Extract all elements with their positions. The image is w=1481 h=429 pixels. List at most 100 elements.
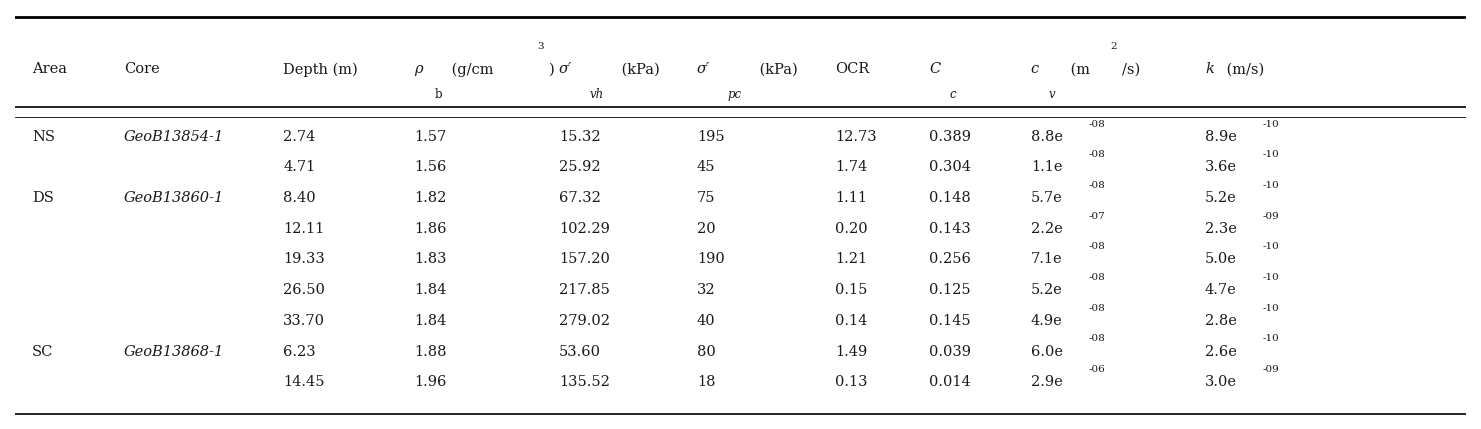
Text: -07: -07 (1089, 211, 1106, 221)
Text: 5.2e: 5.2e (1206, 191, 1237, 205)
Text: 1.82: 1.82 (415, 191, 446, 205)
Text: 18: 18 (698, 375, 715, 389)
Text: 1.74: 1.74 (835, 160, 866, 175)
Text: 0.145: 0.145 (929, 314, 972, 328)
Text: 3: 3 (538, 42, 544, 51)
Text: 8.8e: 8.8e (1031, 130, 1063, 144)
Text: 12.73: 12.73 (835, 130, 877, 144)
Text: -10: -10 (1263, 150, 1280, 159)
Text: 4.9e: 4.9e (1031, 314, 1062, 328)
Text: 1.84: 1.84 (415, 314, 446, 328)
Text: 1.11: 1.11 (835, 191, 866, 205)
Text: -10: -10 (1263, 335, 1280, 344)
Text: (g/cm: (g/cm (447, 62, 493, 77)
Text: NS: NS (33, 130, 55, 144)
Text: -10: -10 (1263, 304, 1280, 313)
Text: 80: 80 (698, 344, 715, 359)
Text: 3.0e: 3.0e (1206, 375, 1237, 389)
Text: Depth (m): Depth (m) (283, 62, 358, 77)
Text: 1.57: 1.57 (415, 130, 446, 144)
Text: 0.143: 0.143 (929, 222, 972, 236)
Text: -09: -09 (1263, 365, 1280, 374)
Text: (kPa): (kPa) (755, 63, 798, 76)
Text: GeoB13854-1: GeoB13854-1 (124, 130, 224, 144)
Text: 12.11: 12.11 (283, 222, 324, 236)
Text: 1.83: 1.83 (415, 253, 446, 266)
Text: 14.45: 14.45 (283, 375, 324, 389)
Text: 157.20: 157.20 (560, 253, 610, 266)
Text: -08: -08 (1089, 304, 1106, 313)
Text: 0.148: 0.148 (929, 191, 972, 205)
Text: 0.14: 0.14 (835, 314, 868, 328)
Text: DS: DS (33, 191, 55, 205)
Text: 67.32: 67.32 (560, 191, 601, 205)
Text: 75: 75 (698, 191, 715, 205)
Text: (kPa): (kPa) (618, 63, 661, 76)
Text: ρ: ρ (415, 63, 422, 76)
Text: 190: 190 (698, 253, 724, 266)
Text: 0.389: 0.389 (929, 130, 972, 144)
Text: 8.9e: 8.9e (1206, 130, 1237, 144)
Text: 19.33: 19.33 (283, 253, 324, 266)
Text: 5.7e: 5.7e (1031, 191, 1062, 205)
Text: v: v (1049, 88, 1054, 101)
Text: -08: -08 (1089, 273, 1106, 282)
Text: SC: SC (33, 344, 53, 359)
Text: 2.2e: 2.2e (1031, 222, 1062, 236)
Text: OCR: OCR (835, 63, 869, 76)
Text: 0.15: 0.15 (835, 283, 868, 297)
Text: -09: -09 (1263, 211, 1280, 221)
Text: 5.0e: 5.0e (1206, 253, 1237, 266)
Text: 5.2e: 5.2e (1031, 283, 1062, 297)
Text: 2.6e: 2.6e (1206, 344, 1237, 359)
Text: 6.23: 6.23 (283, 344, 315, 359)
Text: 0.256: 0.256 (929, 253, 972, 266)
Text: 1.86: 1.86 (415, 222, 446, 236)
Text: GeoB13860-1: GeoB13860-1 (124, 191, 224, 205)
Text: -10: -10 (1263, 273, 1280, 282)
Text: 2.3e: 2.3e (1206, 222, 1237, 236)
Text: 1.1e: 1.1e (1031, 160, 1062, 175)
Text: pc: pc (727, 88, 742, 101)
Text: 40: 40 (698, 314, 715, 328)
Text: Area: Area (33, 63, 67, 76)
Text: 0.13: 0.13 (835, 375, 868, 389)
Text: 0.125: 0.125 (929, 283, 972, 297)
Text: 135.52: 135.52 (560, 375, 610, 389)
Text: -06: -06 (1089, 365, 1106, 374)
Text: 0.20: 0.20 (835, 222, 868, 236)
Text: 3.6e: 3.6e (1206, 160, 1237, 175)
Text: 53.60: 53.60 (560, 344, 601, 359)
Text: C: C (929, 63, 940, 76)
Text: 15.32: 15.32 (560, 130, 601, 144)
Text: vh: vh (589, 88, 604, 101)
Text: (m: (m (1066, 63, 1090, 76)
Text: 1.21: 1.21 (835, 253, 866, 266)
Text: 1.96: 1.96 (415, 375, 446, 389)
Text: -08: -08 (1089, 242, 1106, 251)
Text: 2.9e: 2.9e (1031, 375, 1062, 389)
Text: 1.56: 1.56 (415, 160, 446, 175)
Text: 1.49: 1.49 (835, 344, 866, 359)
Text: 2: 2 (1111, 42, 1117, 51)
Text: -10: -10 (1263, 181, 1280, 190)
Text: c: c (1031, 63, 1040, 76)
Text: -08: -08 (1089, 181, 1106, 190)
Text: GeoB13868-1: GeoB13868-1 (124, 344, 224, 359)
Text: /s): /s) (1123, 63, 1140, 76)
Text: 45: 45 (698, 160, 715, 175)
Text: 4.71: 4.71 (283, 160, 315, 175)
Text: 1.88: 1.88 (415, 344, 446, 359)
Text: 1.84: 1.84 (415, 283, 446, 297)
Text: ): ) (549, 63, 555, 76)
Text: σ′: σ′ (698, 63, 711, 76)
Text: 8.40: 8.40 (283, 191, 315, 205)
Text: σ′: σ′ (560, 63, 573, 76)
Text: 2.8e: 2.8e (1206, 314, 1237, 328)
Text: 32: 32 (698, 283, 715, 297)
Text: 0.014: 0.014 (929, 375, 972, 389)
Text: Core: Core (124, 63, 160, 76)
Text: 6.0e: 6.0e (1031, 344, 1063, 359)
Text: 7.1e: 7.1e (1031, 253, 1062, 266)
Text: -10: -10 (1263, 120, 1280, 129)
